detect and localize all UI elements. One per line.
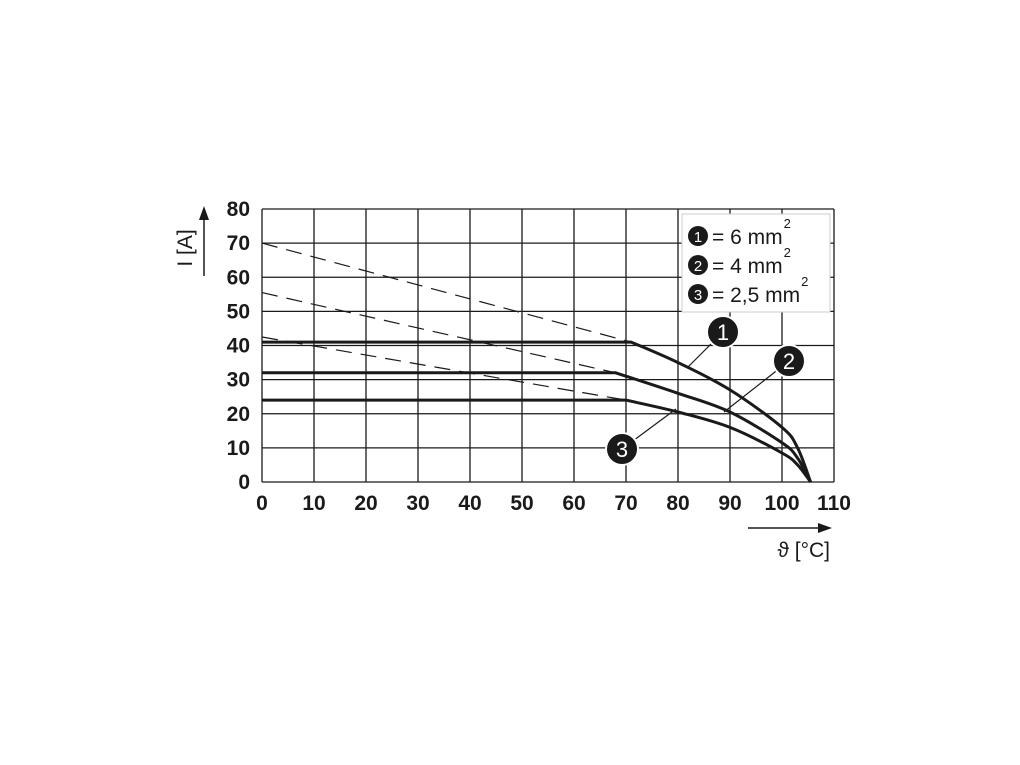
callout-marker-3 [605, 432, 639, 466]
x-tick-label: 80 [666, 492, 689, 515]
y-tick-label: 40 [227, 335, 250, 358]
curve-callouts: 1 2 3 [605, 315, 806, 466]
x-tick-label: 40 [458, 492, 481, 515]
curve-1 [262, 340, 813, 483]
legend-marker-number: 2 [694, 258, 702, 275]
x-tick-label: 0 [256, 492, 268, 515]
y-tick-label: 0 [238, 471, 250, 494]
x-tick-label: 50 [510, 492, 533, 515]
dashed-extrapolations [261, 242, 632, 401]
tick-labels: 0 10 20 30 40 50 60 70 80 90 100 110 0 10 20 30 40 50 60 70… [227, 198, 851, 515]
curve-2 [262, 371, 812, 483]
curve-3 [262, 398, 812, 483]
y-tick-label: 30 [227, 369, 250, 392]
y-axis-arrowhead [199, 206, 209, 220]
x-tick-label: 110 [817, 492, 851, 515]
y-tick-label: 10 [227, 437, 250, 460]
callout-number: 1 [717, 320, 729, 345]
legend-label: = 2,5 mm [712, 284, 800, 307]
legend-marker-number: 1 [694, 229, 702, 246]
legend-marker-3 [688, 284, 708, 304]
legend-marker-number: 3 [694, 287, 702, 304]
y-tick-label: 20 [227, 403, 250, 426]
y-axis-label: I [A] [174, 229, 197, 266]
x-tick-label: 10 [302, 492, 325, 515]
x-tick-label: 60 [562, 492, 585, 515]
x-tick-label: 30 [406, 492, 429, 515]
callout-marker-2 [772, 344, 806, 378]
dashed-line-3 [261, 336, 627, 401]
derating-curves [262, 340, 813, 483]
x-tick-label: 70 [614, 492, 637, 515]
legend-marker-1 [688, 226, 708, 246]
y-tick-label: 80 [227, 198, 250, 221]
x-axis-arrowhead [818, 523, 832, 533]
callout-marker-1 [706, 315, 740, 349]
axis-labels: I [A] ϑ [°C] [174, 206, 832, 562]
x-axis-label: ϑ [°C] [777, 539, 830, 562]
callout-number: 3 [616, 437, 628, 462]
legend-label: = 4 mm [712, 255, 783, 278]
legend-label: = 6 mm [712, 226, 783, 249]
x-tick-label: 90 [718, 492, 741, 515]
y-tick-label: 60 [227, 266, 250, 289]
y-tick-label: 50 [227, 300, 250, 323]
legend-superscript: 2 [784, 245, 791, 260]
dashed-line-1 [261, 242, 632, 343]
legend-marker-2 [688, 255, 708, 275]
x-tick-label: 100 [764, 492, 799, 515]
y-tick-label: 70 [227, 232, 250, 255]
x-tick-label: 20 [354, 492, 377, 515]
dashed-line-2 [261, 292, 616, 374]
callout-number: 2 [783, 349, 795, 374]
legend-superscript: 2 [784, 216, 791, 231]
legend-superscript: 2 [801, 274, 808, 289]
